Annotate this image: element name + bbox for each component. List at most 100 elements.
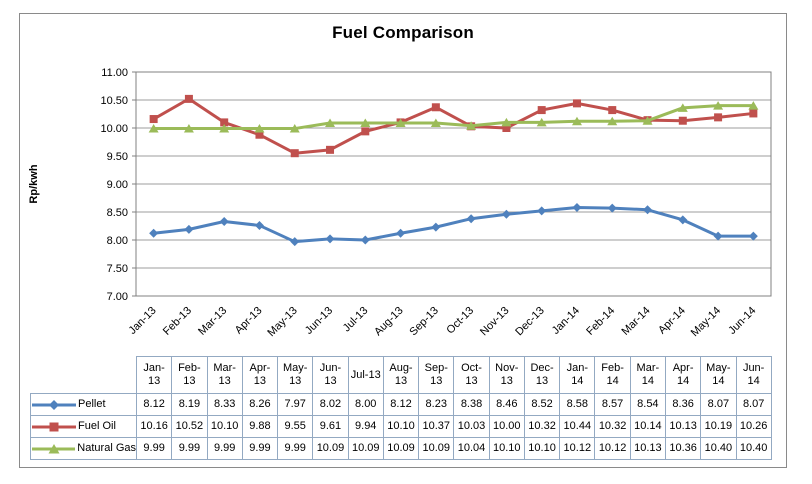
legend-key-pellet: Pellet bbox=[30, 393, 137, 416]
marker-diamond bbox=[219, 217, 229, 227]
gridlines bbox=[132, 71, 771, 297]
table-col-header: Jun- 13 bbox=[312, 356, 349, 394]
table-row-pellet: Pellet 8.12 8.19 8.33 8.26 7.97 8.02 8.00 8.12 8.… bbox=[30, 393, 772, 416]
series-line bbox=[152, 97, 754, 155]
marker-triangle bbox=[466, 121, 477, 130]
y-axis-tick-label: 11.00 bbox=[101, 67, 128, 79]
table-cell: 8.54 bbox=[629, 393, 666, 416]
marker-square bbox=[49, 422, 59, 431]
natural-gas-legend-icon bbox=[32, 443, 76, 453]
marker-square bbox=[361, 127, 370, 136]
marker-diamond bbox=[396, 228, 406, 238]
marker-diamond bbox=[537, 206, 547, 216]
table-header-row: Jan- 13 Feb- 13 Mar- 13 Apr- 13 May- 13 Jun- 13 Jul-… bbox=[31, 356, 772, 394]
y-axis-tick-label: 9.50 bbox=[107, 151, 128, 163]
table-col-header: Apr- 14 bbox=[664, 356, 702, 394]
table-cell: 8.26 bbox=[241, 393, 279, 416]
marker-triangle bbox=[48, 443, 60, 453]
data-table: Jan- 13 Feb- 13 Mar- 13 Apr- 13 May- 13 Jun- 13 Jul-… bbox=[30, 356, 772, 460]
x-axis-label: Feb-13 bbox=[161, 305, 194, 338]
marker-square bbox=[255, 130, 264, 139]
table-cell: 10.40 bbox=[700, 437, 737, 460]
marker-triangle bbox=[360, 118, 371, 127]
marker-square bbox=[220, 118, 229, 127]
marker-diamond bbox=[431, 222, 441, 232]
table-cell: 9.94 bbox=[347, 415, 384, 438]
table-cell: 8.07 bbox=[700, 393, 737, 416]
table-col-header: Jan- 14 bbox=[559, 356, 596, 394]
table-cell: 8.57 bbox=[594, 393, 631, 416]
marker-diamond bbox=[325, 234, 335, 244]
table-col-header: Feb- 14 bbox=[594, 356, 631, 394]
data-table-wrap: Jan- 13 Feb- 13 Mar- 13 Apr- 13 May- 13 Jun- 13 Jul-… bbox=[30, 356, 772, 460]
x-axis-label: Jun-14 bbox=[726, 305, 758, 337]
marker-triangle bbox=[395, 118, 406, 127]
table-cell: 8.02 bbox=[312, 393, 349, 416]
marker-triangle bbox=[325, 118, 336, 127]
marker-diamond bbox=[748, 231, 758, 241]
marker-triangle bbox=[607, 116, 618, 126]
table-cell: 10.10 bbox=[206, 415, 243, 438]
table-col-header: Nov- 13 bbox=[488, 356, 525, 394]
table-col-header: Oct- 13 bbox=[453, 356, 490, 394]
marker-triangle bbox=[219, 124, 230, 133]
marker-diamond bbox=[607, 203, 617, 213]
table-cell: 8.36 bbox=[664, 393, 702, 416]
table-cell: 9.99 bbox=[241, 437, 279, 460]
marker-diamond bbox=[678, 215, 688, 225]
table-cell: 10.44 bbox=[559, 415, 596, 438]
table-row-natural-gas: Natural Gas 9.99 9.99 9.99 9.99 9.99 10.09 10.0… bbox=[30, 437, 772, 460]
table-cell: 10.13 bbox=[629, 437, 666, 460]
table-cell: 10.32 bbox=[523, 415, 561, 438]
table-cell: 10.04 bbox=[453, 437, 490, 460]
legend-label: Fuel Oil bbox=[78, 420, 116, 432]
table-cell: 9.61 bbox=[312, 415, 349, 438]
marker-diamond bbox=[184, 224, 194, 234]
y-axis-tick-label: 10.00 bbox=[100, 123, 128, 135]
series-line bbox=[153, 206, 754, 244]
x-axis-label: Nov-13 bbox=[478, 305, 512, 339]
y-axis-tick-label: 7.00 bbox=[107, 291, 128, 303]
marker-square bbox=[290, 149, 299, 158]
table-col-header: May- 13 bbox=[277, 356, 314, 394]
table-cell: 8.46 bbox=[488, 393, 525, 416]
marker-square bbox=[502, 124, 511, 132]
legend-key-natural-gas: Natural Gas bbox=[30, 437, 137, 460]
table-cell: 8.00 bbox=[347, 393, 384, 416]
table-row-fuel-oil: Fuel Oil 10.16 10.52 10.10 9.88 9.55 9.61 9.94 1… bbox=[30, 415, 772, 438]
marker-diamond bbox=[572, 203, 582, 213]
series-pellet bbox=[149, 203, 758, 247]
table-cell: 9.55 bbox=[277, 415, 314, 438]
table-col-header: Sep- 13 bbox=[418, 356, 455, 394]
marker-triangle bbox=[183, 124, 194, 133]
table-cell: 8.19 bbox=[171, 393, 208, 416]
x-axis-label: Jan-14 bbox=[550, 305, 582, 337]
table-cell: 8.33 bbox=[206, 393, 243, 416]
marker-diamond bbox=[149, 228, 159, 238]
table-cell: 9.99 bbox=[206, 437, 243, 460]
table-cell: 8.58 bbox=[559, 393, 596, 416]
x-axis-label: Mar-14 bbox=[620, 305, 653, 338]
x-axis-label: Aug-13 bbox=[372, 305, 406, 339]
marker-diamond bbox=[49, 399, 59, 410]
x-axis-label: Dec-13 bbox=[513, 305, 547, 339]
marker-square bbox=[149, 115, 158, 124]
table-cell: 10.14 bbox=[629, 415, 666, 438]
legend-key-fuel-oil: Fuel Oil bbox=[30, 415, 137, 438]
table-col-header: Mar- 13 bbox=[206, 356, 243, 394]
table-col-header: Jul-13 bbox=[347, 356, 384, 394]
table-cell: 10.26 bbox=[735, 415, 772, 438]
table-cell: 10.09 bbox=[347, 437, 384, 460]
table-cell: 10.32 bbox=[594, 415, 631, 438]
x-axis-label: Oct-13 bbox=[444, 305, 476, 337]
table-cell: 10.10 bbox=[523, 437, 561, 460]
table-col-header: Mar- 14 bbox=[629, 356, 666, 394]
x-axis-label: Jul-13 bbox=[341, 305, 371, 335]
marker-diamond bbox=[290, 237, 300, 247]
marker-triangle bbox=[501, 117, 512, 127]
table-cell: 10.09 bbox=[418, 437, 455, 460]
table-cell: 10.10 bbox=[382, 415, 420, 438]
x-axis-label: Jun-13 bbox=[303, 305, 335, 337]
table-cell: 8.07 bbox=[735, 393, 772, 416]
table-cell: 9.99 bbox=[277, 437, 314, 460]
